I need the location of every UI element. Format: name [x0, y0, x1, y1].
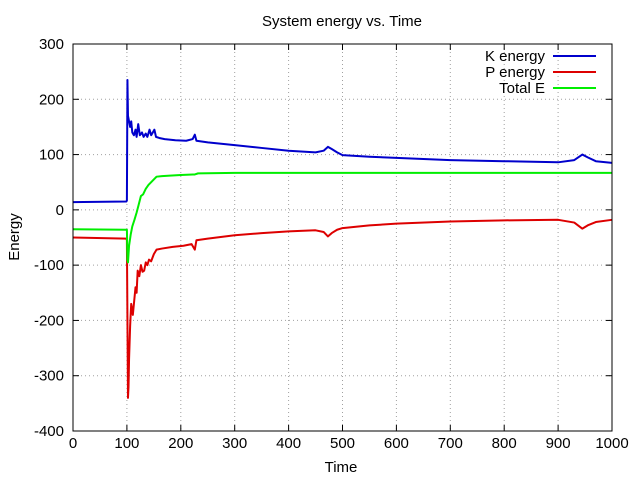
series-line-k-energy — [72, 78, 613, 204]
y-tick-label: 300 — [39, 36, 64, 53]
tick-layer: 0 100 200 300 400 500 600 700 800 900 1000-400-300… — [34, 36, 629, 452]
x-tick-label: 400 — [276, 435, 301, 452]
x-tick-label: 0 — [69, 435, 77, 452]
series-line-p-energy — [72, 218, 613, 399]
x-tick-label: 500 — [330, 435, 355, 452]
legend-label-total-e: Total E — [499, 80, 545, 97]
y-axis-label: Energy — [6, 213, 23, 261]
x-tick-label: 800 — [492, 435, 517, 452]
y-tick-label: 200 — [39, 91, 64, 108]
series-layer — [72, 78, 613, 399]
y-tick-label: -400 — [34, 423, 64, 440]
series-line-total-e — [72, 171, 612, 264]
x-tick-label: 1000 — [595, 435, 628, 452]
y-tick-label: 0 — [56, 202, 64, 219]
y-tick-label: -100 — [34, 257, 64, 274]
y-tick-label: -200 — [34, 312, 64, 329]
x-tick-label: 900 — [546, 435, 571, 452]
legend-label-k-energy: K energy — [485, 48, 546, 65]
x-tick-label: 300 — [222, 435, 247, 452]
y-tick-label: 100 — [39, 147, 64, 164]
chart-title: System energy vs. Time — [262, 13, 422, 30]
x-tick-label: 700 — [438, 435, 463, 452]
x-axis-label: Time — [325, 459, 358, 476]
x-tick-label: 200 — [168, 435, 193, 452]
x-tick-label: 100 — [114, 435, 139, 452]
y-tick-label: -300 — [34, 368, 64, 385]
legend-label-p-energy: P energy — [485, 64, 545, 81]
x-tick-label: 600 — [384, 435, 409, 452]
